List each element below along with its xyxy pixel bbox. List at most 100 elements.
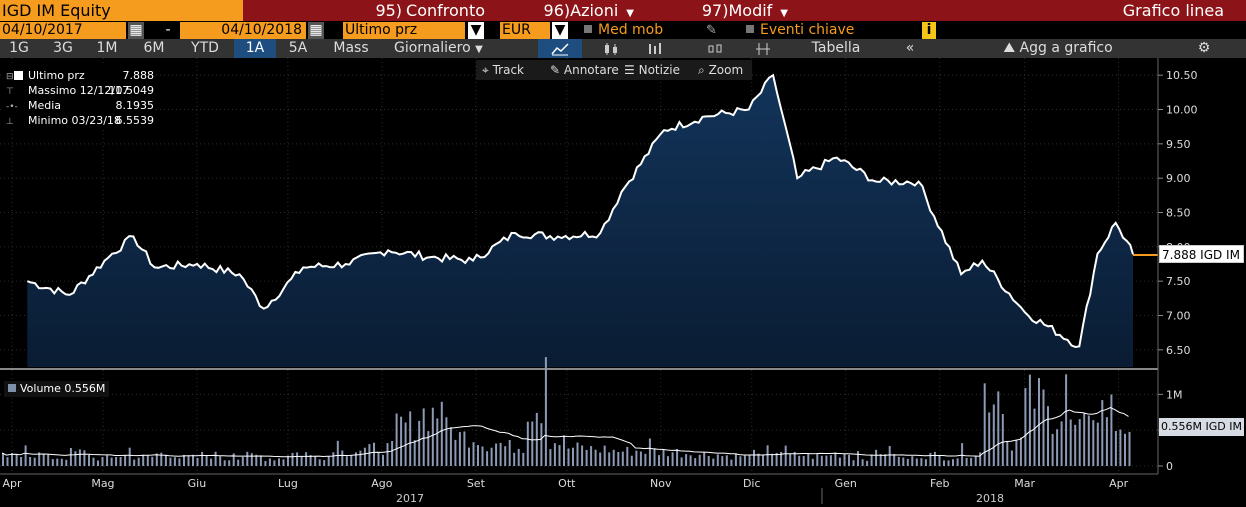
volume-bar xyxy=(585,449,588,466)
volume-bar xyxy=(282,459,285,466)
volume-bar xyxy=(992,404,995,466)
volume-bar xyxy=(906,458,909,466)
key-events-toggle[interactable]: Eventi chiave xyxy=(746,22,854,39)
actions-menu[interactable]: 96)Azioni ▼ xyxy=(498,0,638,21)
volume-bar xyxy=(866,460,869,466)
zoom-button[interactable]: ⌕ Zoom xyxy=(698,60,743,80)
volume-bar xyxy=(576,442,579,466)
price-tick-label: 10.00 xyxy=(1166,104,1198,117)
field-select[interactable]: Ultimo prz xyxy=(343,22,465,39)
volume-bar xyxy=(160,452,163,466)
track-button[interactable]: ⌖ Track xyxy=(482,60,524,80)
volume-bar xyxy=(1001,414,1004,466)
chevron-down-icon[interactable]: ▼ xyxy=(468,22,484,39)
legend-row-high[interactable]: ⊤ Massimo 12/12/17 10.5049 xyxy=(4,83,156,98)
low-marker-icon: ⊥ xyxy=(6,117,14,127)
volume-bar xyxy=(766,445,769,466)
ticker-field[interactable]: IGD IM Equity xyxy=(0,0,243,21)
volume-bar xyxy=(834,452,837,466)
tab-ytd[interactable]: YTD xyxy=(191,40,219,56)
volume-bar xyxy=(648,438,651,466)
line-chart-icon[interactable] xyxy=(538,39,582,58)
volume-bar xyxy=(590,446,593,466)
volume-bar xyxy=(1019,437,1022,466)
gear-icon[interactable]: ⚙ xyxy=(1197,40,1211,56)
info-icon[interactable]: i xyxy=(922,22,936,39)
volume-bar xyxy=(961,443,964,466)
tab-1m[interactable]: 1M xyxy=(96,40,118,56)
volume-bar xyxy=(499,442,502,466)
magnifier-icon: ⌕ xyxy=(698,63,705,77)
table-button[interactable]: Tabella xyxy=(811,40,861,56)
time-tick-label: Nov xyxy=(650,477,672,490)
pencil-icon[interactable]: ✎ xyxy=(706,23,717,38)
calendar-icon[interactable]: ▦ xyxy=(128,22,144,39)
volume-bar xyxy=(142,454,145,466)
volume-bar xyxy=(133,459,136,466)
time-axis: Apr Mag Giu Lug Ago Set Ott Nov Dic Gen Feb Mar Apr xyxy=(2,477,1128,490)
volume-bar xyxy=(943,460,945,466)
moving-average-toggle[interactable]: Med mob xyxy=(584,22,663,39)
volume-bar xyxy=(689,455,692,466)
ohlc-icon[interactable] xyxy=(700,39,730,58)
volume-bar xyxy=(743,455,746,466)
annotate-button[interactable]: ✎ Annotare xyxy=(550,60,619,80)
compare-menu[interactable]: 95) Confronto xyxy=(248,0,493,21)
volume-bar xyxy=(513,452,516,466)
chart-legend: ⊟ Ultimo prz 7.888 ⊤ Massimo 12/12/17 10… xyxy=(4,66,156,128)
add-to-chart-button[interactable]: ⛰ Agg a grafico xyxy=(978,39,1138,58)
price-tick-label: 9.00 xyxy=(1166,172,1191,185)
volume-bar xyxy=(857,451,859,466)
tab-3g[interactable]: 3G xyxy=(53,40,73,56)
end-date-input[interactable]: 04/10/2018 xyxy=(180,22,306,39)
legend-row-last[interactable]: ⊟ Ultimo prz 7.888 xyxy=(4,68,156,83)
compare-bars-icon[interactable] xyxy=(748,39,778,58)
calendar-icon[interactable]: ▦ xyxy=(308,22,324,39)
volume-bar xyxy=(626,446,629,466)
volume-bar xyxy=(1010,450,1013,466)
volume-bar xyxy=(1110,394,1113,466)
volume-legend[interactable]: Volume 0.556M xyxy=(4,381,110,397)
time-tick-label: Gen xyxy=(835,477,857,490)
volume-bar xyxy=(522,452,525,466)
volume-bar xyxy=(409,411,412,466)
volume-bar xyxy=(897,456,900,466)
volume-bar xyxy=(630,455,633,466)
volume-bar xyxy=(6,457,9,466)
volume-bar xyxy=(454,439,457,466)
candlestick-icon[interactable] xyxy=(596,39,626,58)
volume-bar xyxy=(644,453,647,466)
news-button[interactable]: ☰ Notizie xyxy=(624,60,680,80)
volume-bar xyxy=(676,449,679,466)
volume-bar xyxy=(404,422,407,466)
volume-bar xyxy=(278,458,280,466)
volume-bar xyxy=(956,458,959,466)
price-tick-label: 7.00 xyxy=(1166,310,1191,323)
tab-6m[interactable]: 6M xyxy=(143,40,165,56)
tab-1a[interactable]: 1A xyxy=(234,39,276,58)
chart-toolbar: ⌖ Track ✎ Annotare ☰ Notizie ⌕ Zoom xyxy=(476,60,752,80)
volume-bar xyxy=(250,453,253,466)
chevron-down-icon[interactable]: ▼ xyxy=(552,22,568,39)
legend-row-average[interactable]: -•- Media 8.1935 xyxy=(4,98,156,113)
currency-select[interactable]: EUR xyxy=(500,22,550,39)
volume-bar xyxy=(83,450,86,466)
volume-bar xyxy=(115,457,118,466)
legend-value: 6.5539 xyxy=(115,114,155,127)
bar-chart-icon[interactable] xyxy=(640,39,670,58)
collapse-button[interactable]: « xyxy=(905,40,915,56)
modify-menu[interactable]: 97)Modif ▼ xyxy=(642,0,792,21)
legend-row-low[interactable]: ⊥ Minimo 03/23/18 6.5539 xyxy=(4,113,156,128)
tab-1g[interactable]: 1G xyxy=(9,40,29,56)
volume-bar xyxy=(219,456,222,466)
volume-bar xyxy=(843,454,846,466)
volume-bar xyxy=(974,455,977,466)
start-date-input[interactable]: 04/10/2017 xyxy=(0,22,126,39)
tab-mass[interactable]: Mass xyxy=(333,40,369,56)
news-label: Notizie xyxy=(638,63,680,77)
tab-5a[interactable]: 5A xyxy=(288,40,308,56)
volume-bar xyxy=(612,449,615,466)
frequency-select[interactable]: Giornaliero ▼ xyxy=(388,39,526,58)
volume-bar xyxy=(382,454,384,466)
